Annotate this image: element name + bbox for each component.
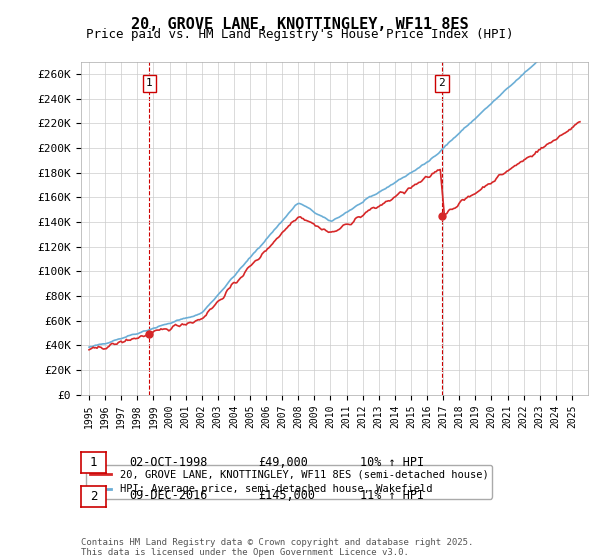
Text: £49,000: £49,000 [258, 455, 308, 469]
Text: Price paid vs. HM Land Registry's House Price Index (HPI): Price paid vs. HM Land Registry's House … [86, 28, 514, 41]
Text: 20, GROVE LANE, KNOTTINGLEY, WF11 8ES: 20, GROVE LANE, KNOTTINGLEY, WF11 8ES [131, 17, 469, 32]
Legend: 20, GROVE LANE, KNOTTINGLEY, WF11 8ES (semi-detached house), HPI: Average price,: 20, GROVE LANE, KNOTTINGLEY, WF11 8ES (s… [86, 465, 493, 498]
Text: 11% ↑ HPI: 11% ↑ HPI [360, 489, 424, 502]
Text: 1: 1 [146, 78, 153, 88]
Text: 09-DEC-2016: 09-DEC-2016 [129, 489, 208, 502]
Text: 10% ↑ HPI: 10% ↑ HPI [360, 455, 424, 469]
Text: 2: 2 [439, 78, 445, 88]
Text: £145,000: £145,000 [258, 489, 315, 502]
Text: 02-OCT-1998: 02-OCT-1998 [129, 455, 208, 469]
Text: 1: 1 [90, 456, 97, 469]
Text: 2: 2 [90, 489, 97, 503]
Text: Contains HM Land Registry data © Crown copyright and database right 2025.
This d: Contains HM Land Registry data © Crown c… [81, 538, 473, 557]
